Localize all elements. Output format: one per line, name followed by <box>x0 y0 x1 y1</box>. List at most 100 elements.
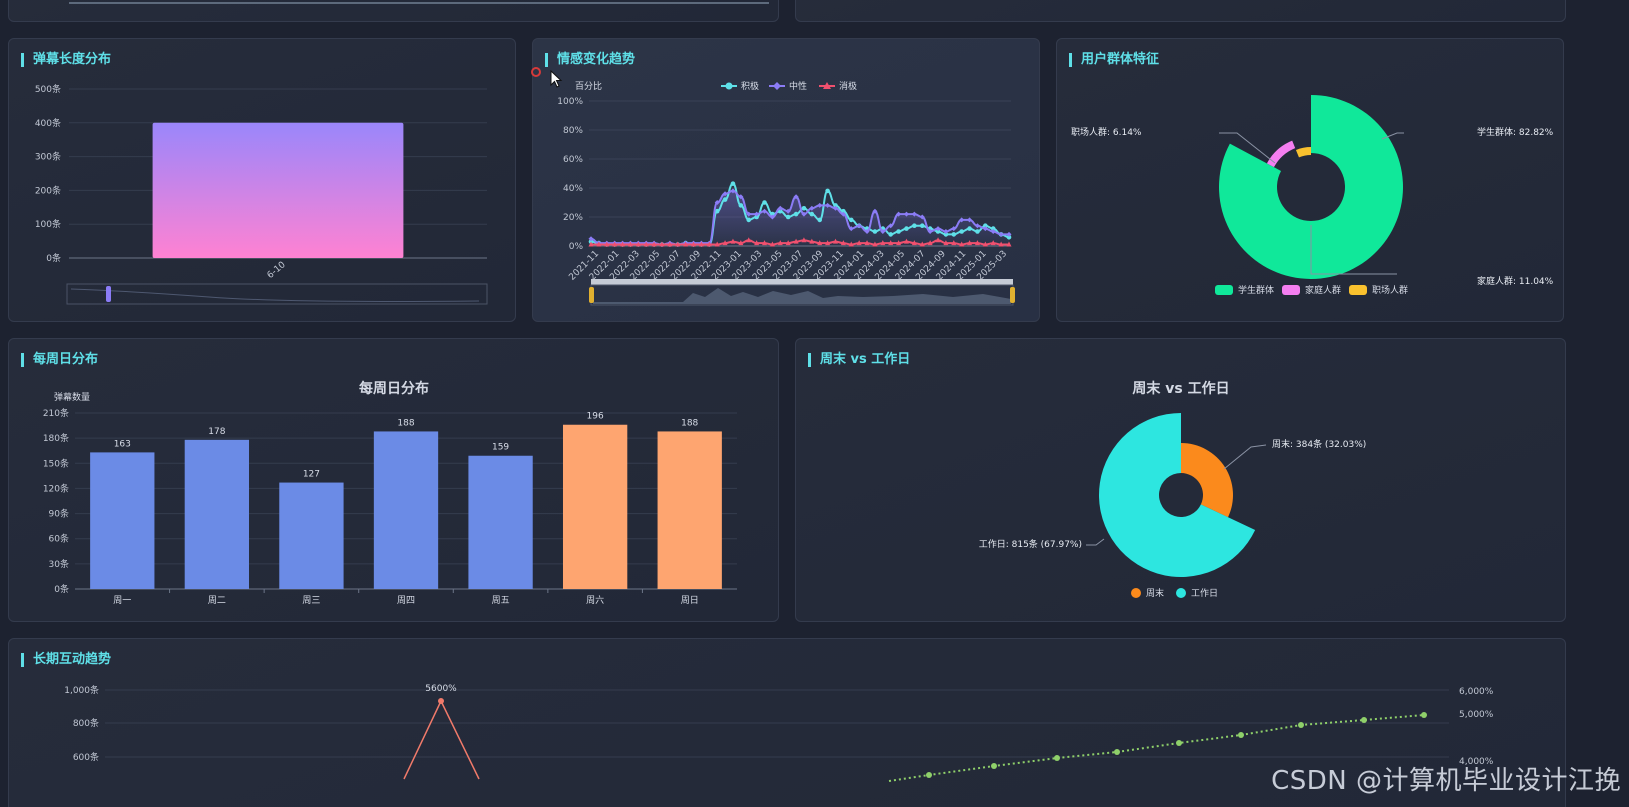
y-tick-label: 0条 <box>46 252 61 264</box>
series-point <box>722 197 728 202</box>
series-point <box>990 226 996 231</box>
series-point <box>1006 231 1012 237</box>
weekday-bar <box>184 439 250 589</box>
series-point <box>825 202 831 208</box>
series-point <box>832 205 838 211</box>
series-point <box>770 211 775 217</box>
series-point <box>967 240 973 246</box>
growth-point <box>1176 740 1182 746</box>
length-bar <box>152 122 404 258</box>
y-tick-label: 210条 <box>43 407 69 419</box>
growth-point <box>1361 717 1367 723</box>
series-point <box>896 229 901 234</box>
y-tick-label: 100条 <box>35 218 61 230</box>
neutral-area <box>591 190 1009 246</box>
series-point <box>769 214 775 220</box>
series-point <box>754 214 759 220</box>
series-point <box>841 208 846 214</box>
series-point <box>777 208 783 214</box>
series-point <box>872 208 878 214</box>
series-point <box>880 229 886 234</box>
sentiment-datazoom-shadow <box>593 288 1011 304</box>
series-point <box>714 208 720 214</box>
series-point <box>998 241 1004 247</box>
length-datazoom-handle <box>106 286 111 302</box>
series-point <box>659 241 665 247</box>
groups-panel: 用户群体特征 学生群体: 82.82% 家庭人群: 11.04% 职场人群: 6.1… <box>1056 38 1564 322</box>
series-point <box>840 240 846 246</box>
weekday-panel: 每周日分布 每周日分布 弹幕数量 0条 30条 60条 90条 120条 150条 180条 21… <box>8 338 779 622</box>
series-point <box>943 240 949 246</box>
growth-point <box>1421 712 1427 718</box>
series-point <box>1006 241 1012 247</box>
y-tick-label: 120条 <box>43 482 69 494</box>
series-point <box>801 206 807 211</box>
series-point <box>911 211 917 217</box>
series-point <box>777 205 783 211</box>
sentiment-datazoom-bar <box>591 279 1013 285</box>
peak-label: 5600% <box>425 684 457 694</box>
series-point <box>856 240 862 246</box>
legend-diamond-icon <box>773 82 781 90</box>
series-point <box>912 223 917 228</box>
y-tick-label: 40% <box>563 184 583 194</box>
series-point <box>785 208 791 214</box>
legend-label: 积极 <box>741 80 759 92</box>
y-right-tick-label: 4,000% <box>1459 757 1494 767</box>
series-point <box>951 226 957 232</box>
watermark: CSDN @计算机毕业设计江挽 <box>1271 766 1621 796</box>
series-point <box>974 223 980 229</box>
series-point <box>974 240 980 246</box>
series-point <box>738 194 744 200</box>
bar-value-label: 163 <box>114 439 131 449</box>
legend-swatch <box>1215 285 1233 295</box>
y-tick-label: 600条 <box>73 751 99 763</box>
y-tick-label: 100% <box>557 97 583 107</box>
series-point <box>777 240 783 246</box>
mouse-cursor-icon <box>550 70 563 88</box>
datazoom-handle-right <box>1010 287 1015 303</box>
series-point <box>927 240 933 246</box>
series-point <box>888 240 894 246</box>
growth-point <box>1114 749 1120 755</box>
series-point <box>982 241 988 247</box>
top-right-panel <box>795 0 1566 22</box>
y-tick-label: 90条 <box>49 508 69 520</box>
series-point <box>754 240 760 246</box>
legend-swatch <box>1349 285 1367 295</box>
series-point <box>809 211 815 217</box>
leader-line <box>1381 132 1404 140</box>
weekday-bar <box>373 431 439 589</box>
series-point <box>903 238 909 244</box>
length-datazoom <box>66 283 488 305</box>
series-point <box>746 237 752 243</box>
peak-point <box>438 698 444 704</box>
series-point <box>911 240 917 246</box>
longterm-panel: 长期互动趋势 600条 800条 1,000条 4,000% 5,000% 6,000% 5… <box>8 638 1566 807</box>
series-point <box>904 226 909 231</box>
series-point <box>959 229 964 234</box>
weekday-bar <box>468 455 533 589</box>
series-point <box>864 240 870 246</box>
weekday-bar <box>279 482 344 589</box>
series-point <box>651 241 657 247</box>
series-point <box>888 232 893 237</box>
bar-value-label: 188 <box>397 418 414 428</box>
growth-point <box>1298 722 1304 728</box>
x-tick-label: 周日 <box>681 595 699 606</box>
legend-swatch <box>1176 588 1186 598</box>
y-tick-label: 80% <box>563 126 583 136</box>
series-point <box>848 226 854 232</box>
series-point <box>643 241 649 247</box>
slice-label: 学生群体: 82.82% <box>1477 126 1554 138</box>
series-point <box>951 240 957 246</box>
series-point <box>627 241 633 247</box>
series-point <box>635 241 641 247</box>
legend-label: 周末 <box>1146 587 1164 599</box>
series-point <box>722 240 728 246</box>
series-point <box>754 211 760 217</box>
y-tick-label: 400条 <box>35 117 61 129</box>
series-point <box>919 241 925 247</box>
